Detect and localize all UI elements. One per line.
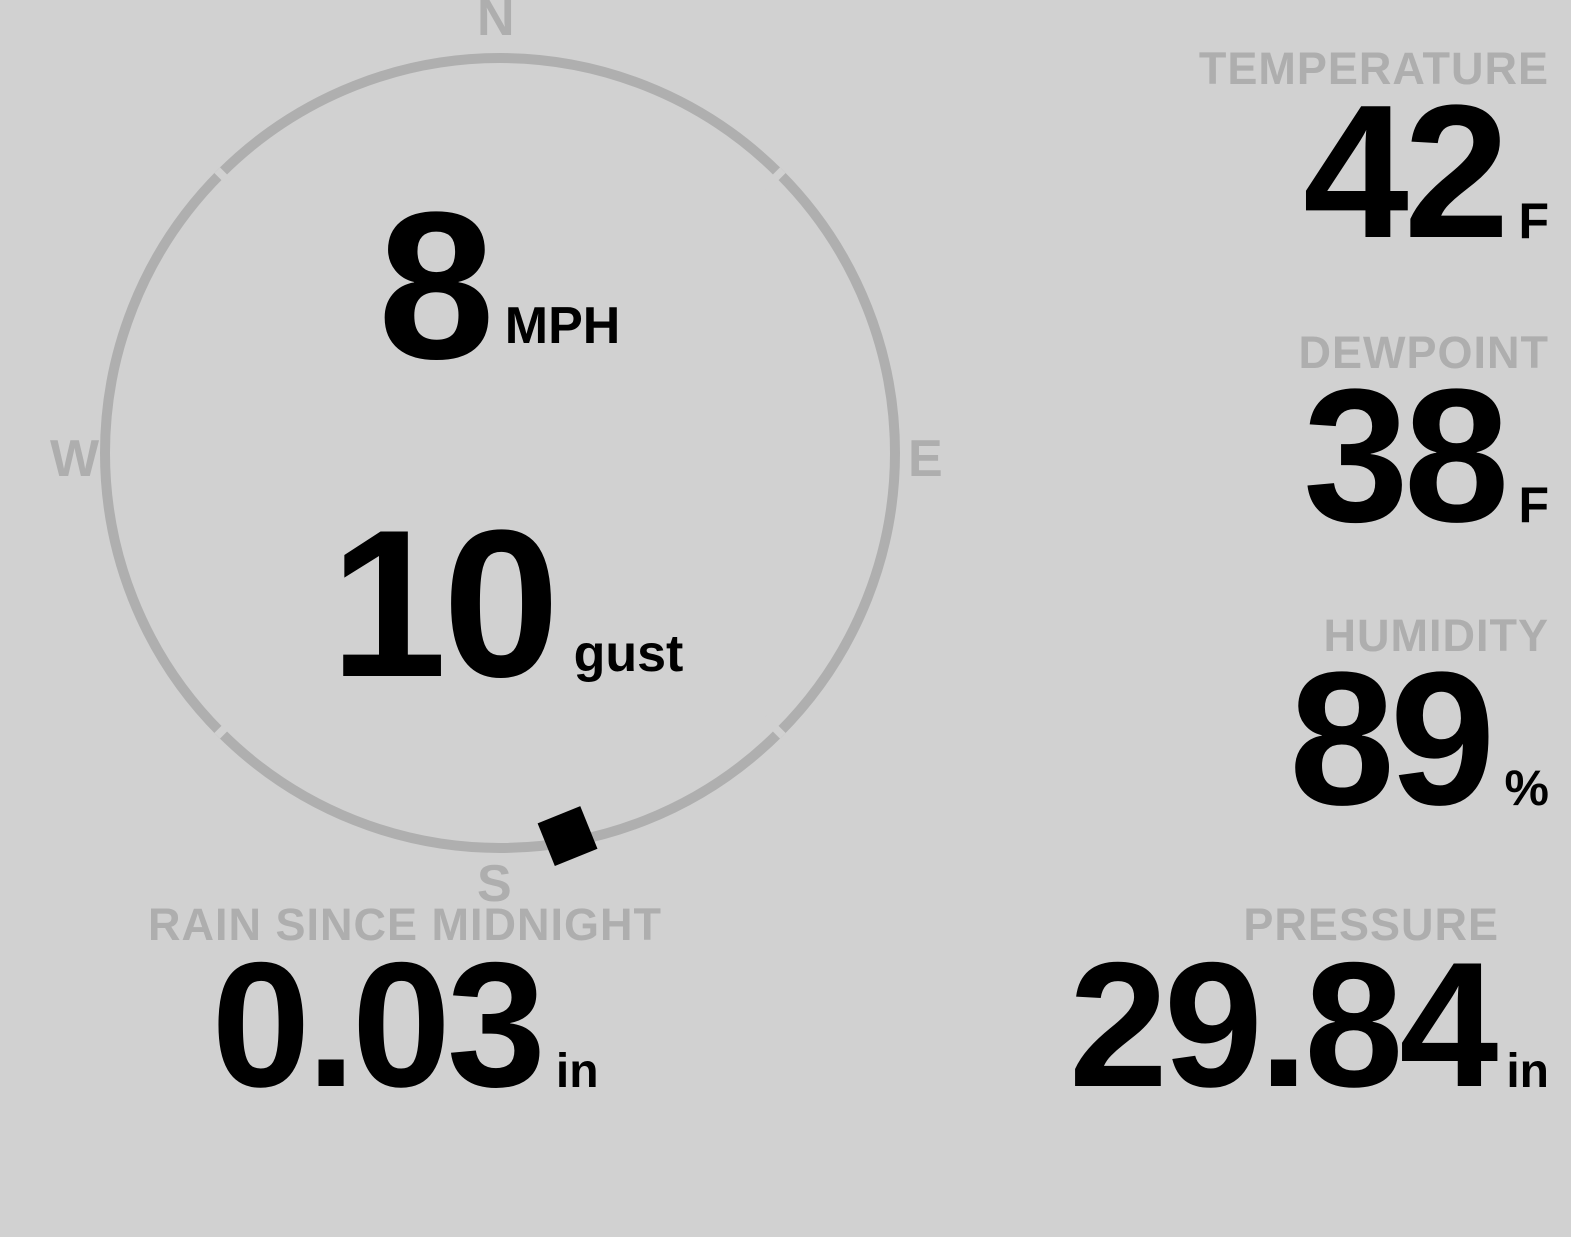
stat-humidity-unit: % bbox=[1504, 760, 1549, 817]
stat-rain-label: RAIN SINCE MIDNIGHT bbox=[148, 899, 662, 950]
wind-speed-value: 8 bbox=[378, 168, 495, 403]
wind-speed-unit: MPH bbox=[504, 297, 621, 355]
stat-temperature-valuerow: 42 F bbox=[949, 66, 1549, 278]
stat-pressure: PRESSURE 29.84 in bbox=[909, 899, 1549, 1124]
stat-humidity: HUMIDITY 89 % bbox=[949, 610, 1549, 845]
stat-rain-since-midnight: RAIN SINCE MIDNIGHT 0.03 in bbox=[0, 899, 810, 1124]
stat-pressure-valuerow: 29.84 in bbox=[909, 925, 1549, 1124]
stat-temperature: TEMPERATURE 42 F bbox=[949, 43, 1549, 278]
stat-pressure-value: 29.84 bbox=[1068, 925, 1498, 1124]
stat-humidity-value: 89 bbox=[1289, 633, 1495, 845]
stat-humidity-valuerow: 89 % bbox=[949, 633, 1549, 845]
compass-label-east: E bbox=[908, 430, 943, 488]
wind-speed-readout: 8 MPH bbox=[378, 168, 621, 403]
stat-rain-valuerow: 0.03 in bbox=[0, 925, 810, 1124]
wind-gust-readout: 10 gust bbox=[330, 486, 684, 721]
stat-humidity-label: HUMIDITY bbox=[1323, 610, 1549, 661]
stat-dewpoint-valuerow: 38 F bbox=[949, 350, 1549, 562]
stat-pressure-label: PRESSURE bbox=[1243, 899, 1499, 950]
compass-ring bbox=[100, 53, 900, 853]
stat-temperature-label: TEMPERATURE bbox=[1198, 43, 1549, 94]
stat-pressure-unit: in bbox=[1506, 1044, 1549, 1098]
stat-dewpoint-unit: F bbox=[1518, 477, 1549, 534]
stat-rain-unit: in bbox=[555, 1044, 599, 1098]
stat-temperature-unit: F bbox=[1518, 193, 1549, 250]
compass-label-south: S bbox=[477, 855, 512, 913]
wind-gust-unit: gust bbox=[573, 625, 684, 683]
compass-label-north: N bbox=[477, 0, 515, 47]
stat-temperature-value: 42 bbox=[1303, 66, 1509, 278]
compass-label-west: W bbox=[50, 430, 100, 488]
stat-dewpoint-label: DEWPOINT bbox=[1298, 327, 1549, 378]
wind-gust-value: 10 bbox=[330, 486, 560, 721]
stat-rain-value: 0.03 bbox=[211, 925, 545, 1124]
stat-dewpoint-value: 38 bbox=[1303, 350, 1509, 562]
wind-compass-dial: N E S W 8 MPH 10 gust bbox=[0, 0, 1000, 910]
stat-dewpoint: DEWPOINT 38 F bbox=[949, 327, 1550, 562]
